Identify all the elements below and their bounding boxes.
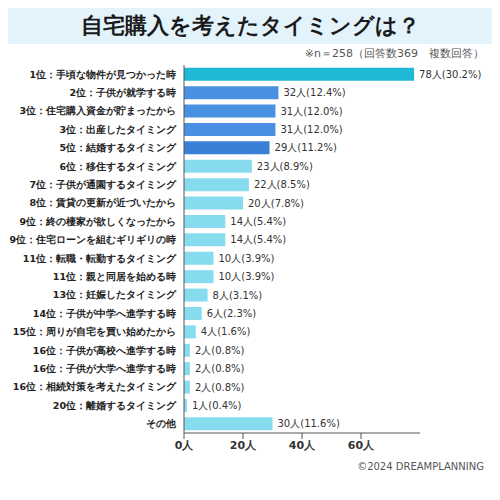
svg-text:22人(8.5%): 22人(8.5%) bbox=[254, 179, 310, 190]
svg-text:2人(0.8%): 2人(0.8%) bbox=[195, 363, 245, 374]
svg-text:9位：住宅ローンを組むギリギリの時: 9位：住宅ローンを組むギリギリの時 bbox=[9, 234, 176, 245]
svg-text:3位：出産したタイミング: 3位：出産したタイミング bbox=[59, 124, 177, 135]
svg-text:6位：移住するタイミング: 6位：移住するタイミング bbox=[59, 161, 177, 173]
svg-text:14位：子供が中学へ進学する時: 14位：子供が中学へ進学する時 bbox=[33, 308, 176, 320]
svg-text:5位：結婚するタイミング: 5位：結婚するタイミング bbox=[59, 142, 177, 154]
html-text:※n＝258（回答数369 複数回答）: ※n＝258（回答数369 複数回答） bbox=[304, 47, 484, 60]
svg-text:11位：親と同居を始める時: 11位：親と同居を始める時 bbox=[53, 271, 176, 282]
svg-text:16位：子供が高校へ進学する時: 16位：子供が高校へ進学する時 bbox=[33, 345, 176, 357]
svg-text:10人(3.9%): 10人(3.9%) bbox=[219, 271, 275, 282]
svg-text:16位：子供が大学へ進学する時: 16位：子供が大学へ進学する時 bbox=[33, 363, 176, 375]
svg-text:0人: 0人 bbox=[175, 439, 195, 452]
svg-text:31人(12.0%): 31人(12.0%) bbox=[280, 124, 342, 135]
svg-text:10人(3.9%): 10人(3.9%) bbox=[219, 253, 275, 264]
svg-text:20位：離婚するタイミング: 20位：離婚するタイミング bbox=[53, 400, 177, 412]
svg-text:3位：住宅購入資金が貯まったから: 3位：住宅購入資金が貯まったから bbox=[19, 105, 176, 117]
svg-text:1位：手頃な物件が見つかった時: 1位：手頃な物件が見つかった時 bbox=[29, 69, 176, 81]
svg-text:2人(0.8%): 2人(0.8%) bbox=[195, 345, 245, 356]
svg-text:29人(11.2%): 29人(11.2%) bbox=[275, 142, 337, 153]
svg-text:8位：賃貸の更新が近づいたから: 8位：賃貸の更新が近づいたから bbox=[29, 197, 176, 209]
svg-text:9位：終の棲家が欲しくなったから: 9位：終の棲家が欲しくなったから bbox=[19, 216, 176, 228]
svg-text:23人(8.9%): 23人(8.9%) bbox=[257, 161, 313, 172]
svg-text:2人(0.8%): 2人(0.8%) bbox=[195, 382, 245, 393]
svg-text:20人: 20人 bbox=[230, 439, 257, 452]
svg-text:30人(11.6%): 30人(11.6%) bbox=[278, 418, 340, 429]
svg-text:14人(5.4%): 14人(5.4%) bbox=[230, 234, 286, 245]
svg-text:8人(3.1%): 8人(3.1%) bbox=[213, 290, 263, 301]
svg-text:1人(0.4%): 1人(0.4%) bbox=[192, 400, 242, 411]
svg-text:6人(2.3%): 6人(2.3%) bbox=[207, 308, 257, 319]
svg-text:14人(5.4%): 14人(5.4%) bbox=[230, 216, 286, 227]
svg-text:20人(7.8%): 20人(7.8%) bbox=[248, 198, 304, 209]
svg-text:60人: 60人 bbox=[348, 439, 375, 452]
svg-text:7位：子供が通園するタイミング: 7位：子供が通園するタイミング bbox=[29, 179, 177, 191]
html-text:自宅購入を考えたタイミングは？: 自宅購入を考えたタイミングは？ bbox=[80, 13, 420, 38]
svg-text:4人(1.6%): 4人(1.6%) bbox=[201, 326, 251, 337]
svg-text:13位：妊娠したタイミング: 13位：妊娠したタイミング bbox=[53, 289, 177, 300]
svg-text:40人: 40人 bbox=[289, 439, 316, 452]
html-text:©2024 DREAMPLANNING: ©2024 DREAMPLANNING bbox=[357, 461, 484, 472]
svg-text:16位：相続対策を考えたタイミング: 16位：相続対策を考えたタイミング bbox=[13, 381, 177, 392]
svg-text:15位：周りが自宅を買い始めたから: 15位：周りが自宅を買い始めたから bbox=[13, 326, 176, 337]
svg-text:11位：転職・転勤するタイミング: 11位：転職・転勤するタイミング bbox=[23, 253, 177, 265]
svg-text:その他: その他 bbox=[146, 418, 177, 429]
svg-text:78人(30.2%): 78人(30.2%) bbox=[419, 69, 481, 80]
svg-text:2位：子供が就学する時: 2位：子供が就学する時 bbox=[69, 87, 176, 99]
svg-text:31人(12.0%): 31人(12.0%) bbox=[280, 106, 342, 117]
svg-text:32人(12.4%): 32人(12.4%) bbox=[283, 87, 345, 98]
